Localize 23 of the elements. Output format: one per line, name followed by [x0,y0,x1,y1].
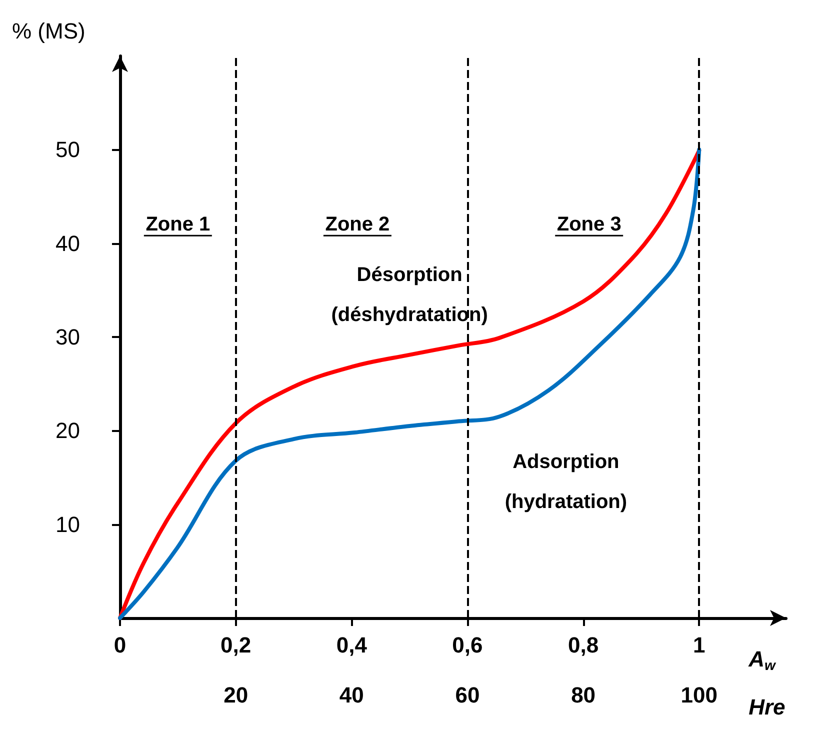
x2-tick-label: 100 [680,682,718,708]
annotation: Zone 1 [146,214,210,236]
y-axis-title: % (MS) [12,18,86,44]
x-tick-label: 0,2 [220,632,252,658]
x2-tick-label: 40 [339,682,364,708]
x-tick-label: 0,4 [336,632,368,658]
x2-axis-title: Hre [748,694,786,720]
x-tick-label: 1 [693,632,706,658]
y-tick-label: 20 [56,418,80,444]
x-tick-label: 0 [114,632,126,658]
annotation: Adsorption (hydratation) [504,451,628,514]
x2-tick-label: 80 [571,682,596,708]
x2-tick-label: 20 [224,682,248,708]
annotation: Zone 3 [556,214,622,236]
y-tick-label: 30 [56,324,80,350]
x-tick-label: 0,6 [452,632,483,658]
annotation: Zone 2 [325,214,390,236]
y-tick-label: 40 [56,230,80,256]
y-tick-label: 50 [56,137,80,162]
x2-tick-label: 60 [455,682,480,708]
x-tick-label: 0,8 [568,632,599,658]
annotation: Désorption (déshydratation) [331,264,488,326]
y-tick-label: 10 [56,512,80,537]
